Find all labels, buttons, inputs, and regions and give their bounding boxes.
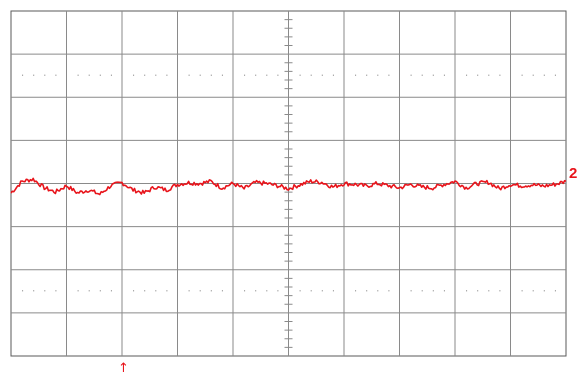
- grid-dot: [366, 74, 368, 76]
- grid-dot: [266, 74, 268, 76]
- grid-dot: [432, 74, 434, 76]
- grid-dot: [432, 290, 434, 292]
- grid-dot: [421, 290, 423, 292]
- grid-dot: [299, 290, 301, 292]
- grid-dot: [277, 74, 279, 76]
- grid-dot: [521, 74, 523, 76]
- grid-dot: [443, 290, 445, 292]
- grid-dot: [299, 74, 301, 76]
- grid-dot: [477, 74, 479, 76]
- grid-dot: [321, 290, 323, 292]
- grid-dot: [144, 74, 146, 76]
- grid-dot: [99, 290, 101, 292]
- grid-dot: [310, 74, 312, 76]
- grid-dot: [543, 74, 545, 76]
- grid-dot: [477, 290, 479, 292]
- grid-dot: [466, 290, 468, 292]
- grid-dot: [210, 290, 212, 292]
- grid-dot: [321, 74, 323, 76]
- grid-dot: [166, 74, 168, 76]
- grid-dot: [44, 74, 46, 76]
- center-axis-ticks: [284, 19, 293, 348]
- grid-dot: [33, 290, 35, 292]
- grid-dot: [277, 290, 279, 292]
- grid-dot: [199, 290, 201, 292]
- grid-dot: [221, 290, 223, 292]
- grid-dot: [110, 290, 112, 292]
- grid-dot: [155, 290, 157, 292]
- grid-dot: [44, 290, 46, 292]
- grid-dot: [466, 74, 468, 76]
- grid-dot: [377, 290, 379, 292]
- grid-dot: [33, 74, 35, 76]
- grid-dot: [532, 290, 534, 292]
- grid-dot: [388, 290, 390, 292]
- grid-dot: [188, 74, 190, 76]
- grid-dot: [554, 290, 556, 292]
- grid-dot: [110, 74, 112, 76]
- grid-dot: [133, 74, 135, 76]
- grid-dot: [144, 290, 146, 292]
- grid-dot: [88, 290, 90, 292]
- grid-dot: [355, 74, 357, 76]
- grid-dot: [410, 290, 412, 292]
- trigger-marker: ↑: [118, 361, 129, 375]
- grid-dot: [244, 74, 246, 76]
- grid-dot: [332, 290, 334, 292]
- grid-dot: [532, 74, 534, 76]
- grid-dot: [521, 290, 523, 292]
- grid-dot: [22, 290, 24, 292]
- grid-dot: [55, 290, 57, 292]
- grid-dot: [310, 290, 312, 292]
- grid-dot: [554, 74, 556, 76]
- grid-dot: [99, 74, 101, 76]
- grid-dot: [488, 74, 490, 76]
- grid-dot: [166, 290, 168, 292]
- grid-dot: [210, 74, 212, 76]
- grid-dot: [77, 290, 79, 292]
- grid-dot: [421, 74, 423, 76]
- grid-dot: [266, 290, 268, 292]
- grid-dot: [77, 74, 79, 76]
- grid-dot: [22, 74, 24, 76]
- grid-dot: [255, 290, 257, 292]
- grid-dots: [22, 74, 556, 292]
- grid-dot: [244, 290, 246, 292]
- signal-trace: [10, 177, 567, 196]
- grid-dot: [55, 74, 57, 76]
- grid-dot: [221, 74, 223, 76]
- grid-dot: [410, 74, 412, 76]
- grid-dot: [199, 74, 201, 76]
- grid-dot: [332, 74, 334, 76]
- grid-dot: [255, 74, 257, 76]
- grid-dot: [377, 74, 379, 76]
- grid-dot: [499, 290, 501, 292]
- grid: [11, 11, 566, 356]
- grid-dot: [355, 290, 357, 292]
- grid-dot: [188, 290, 190, 292]
- grid-dot: [88, 74, 90, 76]
- grid-dot: [155, 74, 157, 76]
- grid-dot: [443, 74, 445, 76]
- grid-dot: [388, 74, 390, 76]
- grid-dot: [488, 290, 490, 292]
- grid-dot: [366, 290, 368, 292]
- grid-dot: [133, 290, 135, 292]
- grid-dot: [543, 290, 545, 292]
- channel-marker: 2: [569, 165, 577, 182]
- grid-dot: [499, 74, 501, 76]
